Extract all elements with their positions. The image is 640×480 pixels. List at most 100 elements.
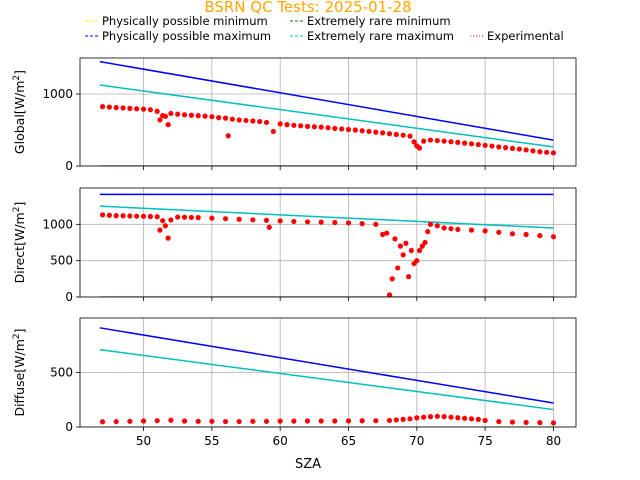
data-point (475, 416, 481, 422)
x-tick-label: 65 (341, 434, 356, 448)
data-point (550, 234, 557, 240)
data-point (392, 236, 398, 242)
data-point (400, 416, 406, 422)
data-point (550, 150, 557, 156)
y-axis-label-sup: 2 (12, 75, 22, 81)
data-point (99, 419, 106, 425)
legend-item-extremely-rare-maximum: Extremely rare maximum (290, 29, 454, 43)
data-point (106, 104, 112, 110)
data-point (181, 214, 188, 220)
data-point (250, 418, 256, 424)
y-tick-label: 500 (50, 366, 73, 380)
data-point (359, 221, 365, 227)
data-point (537, 232, 543, 239)
y-tick-label: 1000 (42, 217, 73, 231)
data-point (99, 212, 106, 218)
data-point (284, 122, 290, 128)
data-point (523, 231, 529, 238)
data-point (263, 418, 270, 424)
data-point (181, 418, 188, 424)
legend-item-physically-possible-minimum: Physically possible minimum (85, 14, 268, 28)
data-point (229, 116, 235, 122)
data-point (448, 226, 454, 232)
data-point (489, 143, 495, 149)
data-point (537, 149, 543, 155)
data-point (403, 240, 409, 246)
data-point (270, 128, 276, 135)
y-axis-label-end: ] (12, 70, 27, 75)
series-experimental (99, 413, 557, 426)
data-point (236, 117, 242, 123)
data-point (250, 217, 256, 223)
data-point (277, 218, 283, 224)
grid (80, 188, 576, 298)
y-axis-label-sup: 2 (12, 207, 22, 213)
data-point (400, 252, 406, 258)
data-point (407, 133, 413, 139)
grid (80, 58, 576, 167)
data-point (263, 119, 270, 126)
data-point (140, 213, 147, 219)
data-point (339, 126, 345, 132)
data-point (263, 217, 270, 223)
y-tick-label: 0 (65, 159, 73, 173)
chart-panels: 01000Global[W/m2]05001000Direct[W/m2]050… (12, 57, 577, 472)
data-point (250, 118, 256, 124)
series-group (99, 60, 557, 166)
legend-label-experimental: Experimental (487, 29, 564, 43)
series-physically-possible-maximum (99, 60, 554, 141)
data-point (195, 215, 201, 221)
data-point (318, 418, 324, 424)
data-point (162, 113, 168, 119)
data-point (99, 104, 106, 110)
data-point (434, 223, 440, 229)
y-axis-label-main: Diffuse[W/m (12, 339, 27, 416)
data-point (332, 418, 338, 424)
data-point (373, 129, 379, 135)
data-point (154, 418, 160, 424)
data-point (359, 128, 365, 134)
data-point (523, 147, 529, 153)
axes-frame (79, 57, 577, 167)
data-point (113, 213, 119, 219)
legend-label-extremely-rare-maximum: Extremely rare maximum (307, 29, 454, 43)
data-point (127, 105, 133, 111)
data-point (168, 110, 174, 117)
data-point (154, 108, 160, 114)
series-experimental (99, 212, 557, 297)
y-axis-label: Direct[W/m2] (12, 202, 27, 284)
data-point (503, 145, 509, 151)
y-axis-label: Diffuse[W/m2] (12, 328, 27, 416)
data-point (416, 145, 423, 151)
data-point (318, 219, 324, 225)
data-point (386, 292, 393, 297)
data-point (304, 219, 311, 225)
data-point (434, 413, 440, 419)
data-point (411, 139, 417, 145)
data-point (448, 139, 454, 145)
data-point (345, 126, 352, 133)
data-point (427, 137, 434, 143)
data-point (482, 142, 488, 148)
panel-global-w-m: 0 1000 Global[W/m2] (12, 57, 577, 173)
data-point (496, 229, 502, 235)
data-point (414, 415, 420, 421)
data-point (222, 216, 229, 222)
data-point (414, 258, 420, 264)
data-point (209, 215, 215, 221)
data-point (509, 145, 516, 151)
axes-frame (79, 187, 577, 298)
data-point (209, 114, 215, 120)
y-axis-label: Global[W/m2] (12, 70, 27, 154)
data-point (147, 107, 153, 113)
series-group (99, 193, 557, 297)
data-point (168, 417, 174, 423)
data-point (140, 418, 147, 424)
series-group (99, 327, 557, 427)
data-point (455, 415, 461, 421)
data-point (209, 418, 215, 424)
data-point (530, 148, 536, 154)
data-point (291, 122, 297, 128)
y-axis-label-main: Global[W/m (12, 81, 27, 155)
